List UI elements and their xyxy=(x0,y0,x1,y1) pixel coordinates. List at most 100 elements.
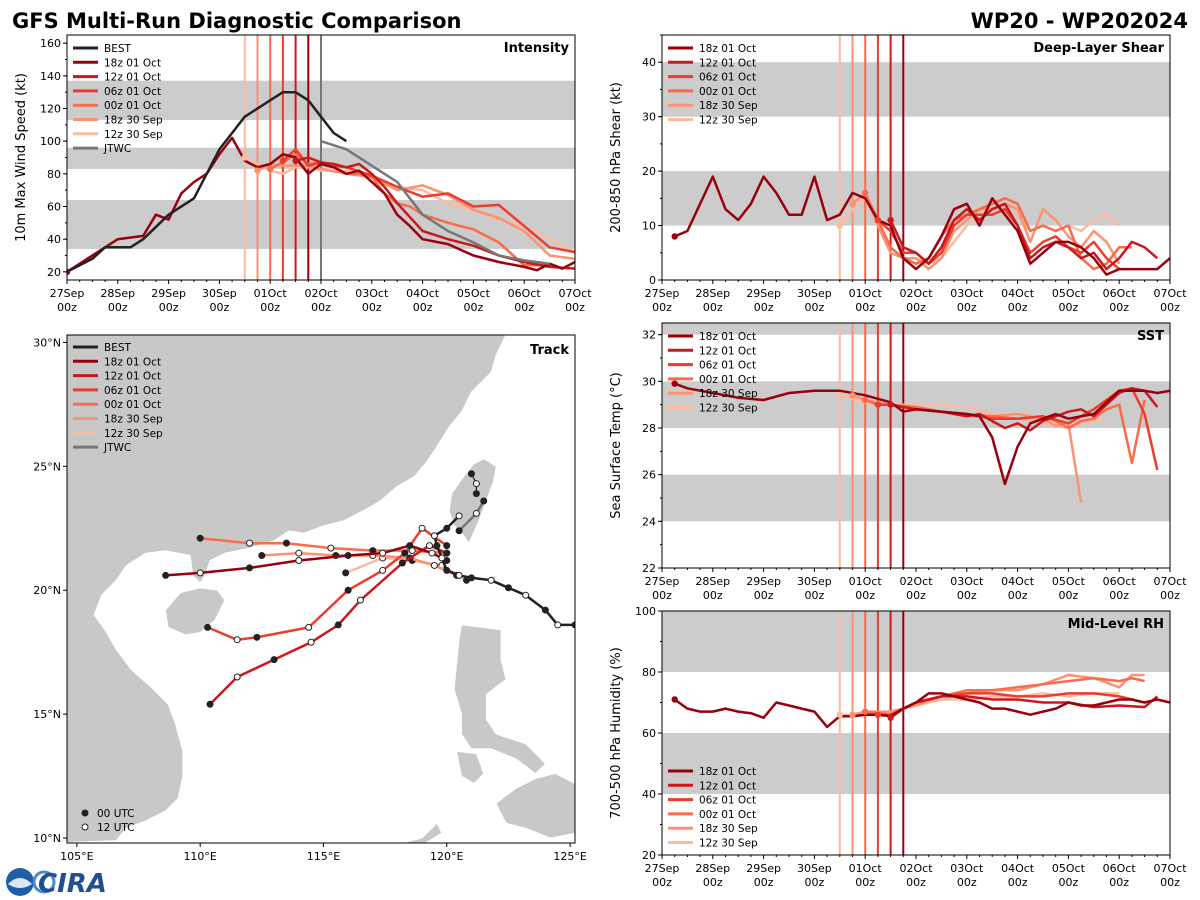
y-tick-label: 32 xyxy=(642,329,656,342)
track-point-12z-01-oct xyxy=(206,700,214,708)
legend-label-12z-01-oct: 12z 01 Oct xyxy=(104,72,161,84)
series-line-18z-01-oct xyxy=(674,382,1170,486)
track-point-06z-01-oct xyxy=(344,586,352,594)
lon-tick-label: 110°E xyxy=(183,850,216,863)
track-point-best xyxy=(438,554,446,562)
init-point-12z-30-sep xyxy=(836,392,843,399)
visayas-land xyxy=(495,773,575,839)
init-point-18z-01-oct xyxy=(67,268,71,276)
track-point-12z-30-sep xyxy=(342,569,350,577)
shade-band xyxy=(662,62,1170,117)
track-point-best xyxy=(443,566,451,574)
track-point-00z-01-oct xyxy=(196,534,204,542)
track-point-06z-01-oct xyxy=(233,636,241,644)
x-tick-time: 00z xyxy=(1160,301,1180,314)
x-tick-date: 29Sep xyxy=(746,862,781,875)
x-tick-date: 27Sep xyxy=(645,862,680,875)
taiwan-land xyxy=(448,458,497,545)
track-point-18z-01-oct xyxy=(344,552,352,560)
track-point-00z-01-oct xyxy=(245,539,253,547)
lat-tick-label: 30°N xyxy=(33,336,61,349)
land-group xyxy=(67,335,575,843)
track-point-best xyxy=(554,621,562,629)
x-tick-date: 07Oct xyxy=(558,287,592,300)
x-tick-time: 00z xyxy=(957,589,977,602)
track-panel: 105°E 110°E 115°E 120°E 125°E 10°N 15°N 20°N 25°… xyxy=(33,334,587,863)
x-tick-date: 06Oct xyxy=(1103,862,1137,875)
rh-panel: 2040608010027Sep00z28Sep00z29Sep00z30Sep… xyxy=(609,605,1187,889)
x-tick-time: 00z xyxy=(754,589,774,602)
track-point-best xyxy=(430,532,438,540)
track-point-18z-01-oct xyxy=(406,542,414,550)
track-point-best-north xyxy=(472,480,480,488)
x-tick-time: 00z xyxy=(514,301,534,314)
legend-label-jtwc: JTWC xyxy=(103,143,131,155)
x-tick-time: 00z xyxy=(652,876,672,889)
track-point-18z-01-oct xyxy=(428,549,436,557)
x-tick-date: 05Oct xyxy=(1052,862,1086,875)
track-point-12z-01-oct xyxy=(398,559,406,567)
series-group xyxy=(67,90,575,276)
init-point-00z-01-oct xyxy=(862,708,869,715)
init-point-00z-01-oct xyxy=(267,165,274,173)
x-tick-date: 29Sep xyxy=(746,287,781,300)
x-tick-date: 28Sep xyxy=(695,287,730,300)
panel-title: SST xyxy=(1137,329,1164,344)
legend-label-best: BEST xyxy=(104,342,132,354)
track-point-06z-01-oct xyxy=(401,549,409,557)
track-point-00z-01-oct xyxy=(327,544,335,552)
y-tick-label: 24 xyxy=(642,515,656,528)
shade-band xyxy=(662,323,1170,335)
legend-label-12z-30-sep: 12z 30 Sep xyxy=(104,129,163,141)
track-point-06z-01-oct xyxy=(204,623,212,631)
lat-tick-label: 10°N xyxy=(33,832,61,845)
series-line-best xyxy=(67,90,348,273)
track-point-06z-01-oct xyxy=(443,542,451,550)
track-point-12z-01-oct xyxy=(443,549,451,557)
x-tick-date: 03Oct xyxy=(355,287,389,300)
track-point-06z-01-oct xyxy=(379,566,387,574)
x-tick-date: 03Oct xyxy=(950,575,984,588)
y-tick-label: 30 xyxy=(642,111,656,124)
intensity-panel: 2040608010012014016027Sep00z28Sep00z29Se… xyxy=(14,34,592,314)
marker-legend-open xyxy=(81,823,89,831)
y-tick-label: 60 xyxy=(47,201,61,214)
logo-text: CIRA xyxy=(38,869,107,899)
series-line-00z-01-oct xyxy=(864,192,1132,271)
panel-title: Track xyxy=(530,343,569,358)
y-tick-label: 20 xyxy=(642,849,656,862)
y-tick-label: 80 xyxy=(47,168,61,181)
legend-label-12z-01-oct: 12z 01 Oct xyxy=(699,345,756,357)
x-tick-time: 00z xyxy=(754,301,774,314)
init-point-12z-30-sep xyxy=(836,222,843,229)
x-tick-time: 00z xyxy=(1059,589,1079,602)
x-tick-date: 30Sep xyxy=(202,287,237,300)
track-point-06z-01-oct xyxy=(253,633,261,641)
track-point-best xyxy=(541,606,549,614)
init-point-18z-01-oct xyxy=(671,380,678,387)
track-point-12z-01-oct xyxy=(233,673,241,681)
legend-label-18z-01-oct: 18z 01 Oct xyxy=(699,43,756,55)
cira-ring-icon xyxy=(32,870,56,894)
y-tick-label: 10 xyxy=(642,220,656,233)
init-point-18z-01-oct xyxy=(671,233,678,240)
series-group xyxy=(671,380,1170,503)
series-line-jtwc xyxy=(320,140,550,265)
panel-title: Deep-Layer Shear xyxy=(1033,41,1164,56)
series-line-18z-01-oct xyxy=(673,692,1170,729)
init-point-12z-01-oct xyxy=(887,216,894,224)
y-tick-label: 60 xyxy=(642,727,656,740)
track-point-jtwc xyxy=(480,497,488,505)
x-tick-date: 06Oct xyxy=(1103,575,1137,588)
x-tick-time: 00z xyxy=(1008,301,1028,314)
storm-id: WP20 - WP202024 xyxy=(971,9,1188,33)
x-tick-date: 07Oct xyxy=(1153,575,1187,588)
x-tick-time: 00z xyxy=(210,301,230,314)
lat-tick-label: 20°N xyxy=(33,584,61,597)
legend-label-00z-01-oct: 00z 01 Oct xyxy=(699,809,756,821)
y-tick-label: 26 xyxy=(642,469,656,482)
y-tick-label: 20 xyxy=(642,165,656,178)
x-tick-date: 27Sep xyxy=(645,287,680,300)
x-tick-date: 30Sep xyxy=(797,287,832,300)
